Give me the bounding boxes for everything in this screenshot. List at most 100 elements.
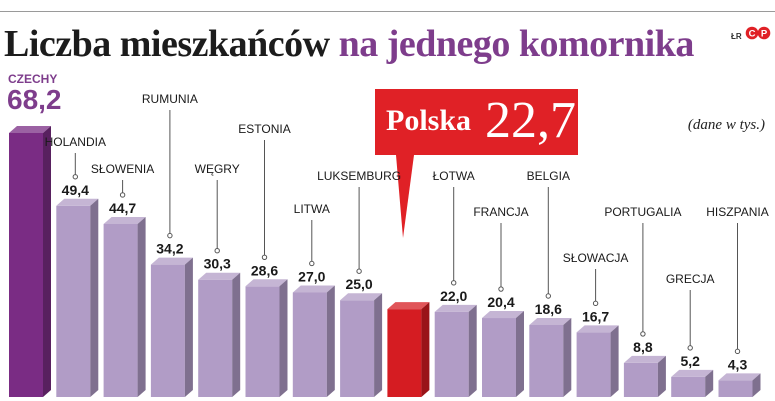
bar-litwa [292,292,327,397]
top-country-value: 68,2 [7,84,62,115]
leader-dot-francja [498,286,504,292]
value-label-grecja: 5,2 [680,353,700,369]
author-credit: ŁR [731,32,742,41]
bar-side-francja [516,311,524,397]
bar-top-belgia [529,318,572,325]
svg-text:C: C [749,29,756,40]
bar-top-holandia [56,198,99,206]
leader-dot-estonia [261,254,268,260]
leader-dot-luksemburg [356,268,362,274]
bar-hiszpania [718,380,753,397]
bar-francja [482,318,516,397]
bar-polska [387,309,422,397]
leader-dot-litwa [309,260,315,267]
bar-top-rumunia [150,257,193,265]
bar-side-wegry [232,272,241,397]
category-label-slowacja: SŁOWACJA [563,251,629,265]
bar-side-holandia [90,198,99,397]
bar-wegry [198,279,233,397]
bar-grecja [671,376,706,397]
value-label-belgia: 18,6 [535,301,562,317]
bar-top-lotwa [434,304,477,312]
category-label-litwa: LITWA [294,202,330,216]
bar-side-portugalia [657,355,666,397]
category-label-luksemburg: LUKSEMBURG [317,169,401,183]
bar-top-czechy [9,126,51,133]
units-note: (dane w tys.) [687,117,765,133]
category-label-rumunia: RUMUNIA [142,92,198,106]
leader-dot-portugalia [640,331,646,337]
category-label-portugalia: PORTUGALIA [604,205,681,219]
leader-dot-slowacja [592,300,599,307]
bar-top-hiszpania [718,373,761,381]
bar-estonia [245,286,280,397]
bar-top-luksemburg [340,293,383,301]
bar-side-hiszpania [752,373,761,397]
bar-top-portugalia [623,355,666,363]
bar-luksemburg [340,300,375,397]
bar-side-rumunia [184,257,193,397]
leader-dot-slowenia [119,192,126,198]
callout-country: Polska [386,104,472,137]
chart-title: Liczba mieszkańców na jednego komornika [4,22,694,66]
bar-side-slowacja [610,325,619,397]
bar-slowacja [576,332,611,397]
bar-side-lotwa [468,304,477,397]
bars-group: 49,4 HOLANDIA 44,7 SŁOWENIA 34,2 RUMUNIA 30,3 W… [9,92,769,397]
leader-dot-rumunia [167,232,173,239]
value-label-slowenia: 44,7 [109,200,136,216]
top-country-label: CZECHY [8,72,58,86]
value-label-slowacja: 16,7 [582,308,609,324]
bar-top-polska [387,302,430,310]
bar-holandia [56,205,91,397]
leader-dot-holandia [72,174,79,180]
value-label-lotwa: 22,0 [440,288,467,304]
bar-lotwa [434,311,469,397]
bar-czechy [9,133,43,397]
bar-slowenia [103,223,138,397]
leader-dot-wegry [214,248,220,254]
bar-top-francja [482,311,524,319]
value-label-wegry: 30,3 [204,256,231,272]
category-label-belgia: BELGIA [527,169,570,183]
category-label-estonia: ESTONIA [238,122,290,136]
title-main: Liczba mieszkańców [4,23,330,65]
bar-side-grecja [705,369,714,397]
value-label-luksemburg: 25,0 [345,276,372,292]
bar-side-estonia [279,279,288,397]
leader-dot-lotwa [451,280,457,286]
bar-belgia [529,325,564,397]
leader-dot-hiszpania [734,348,741,355]
category-label-grecja: GRECJA [666,272,715,286]
value-label-estonia: 28,6 [251,262,278,278]
callout-pointer [396,155,414,238]
bar-portugalia [623,362,658,397]
bar-top-litwa [292,285,335,293]
title-accent: na jednego komornika [338,23,695,65]
bar-side-belgia [563,318,572,397]
bar-side-slowenia [137,216,146,397]
value-label-francja: 20,4 [487,294,514,310]
category-label-slowenia: SŁOWENIA [91,162,154,176]
category-label-wegry: WĘGRY [195,162,240,176]
leader-dot-grecja [687,345,693,351]
value-label-litwa: 27,0 [298,268,325,284]
value-label-holandia: 49,4 [62,182,89,198]
category-label-lotwa: ŁOTWA [433,169,475,183]
category-label-holandia: HOLANDIA [45,135,106,149]
bar-top-wegry [198,272,241,280]
bar-top-slowenia [103,216,146,224]
top-rule [0,11,775,12]
bar-rumunia [150,264,185,397]
svg-text:P: P [761,29,768,40]
bar-side-czechy [43,126,51,397]
callout-value: 22,7 [485,92,576,149]
bar-side-luksemburg [374,293,383,397]
bar-top-estonia [245,279,288,287]
bar-side-litwa [326,285,335,397]
publisher-logo: C P [745,26,771,40]
highlight-callout: Polska 22,7 [375,89,578,155]
value-label-rumunia: 34,2 [156,241,183,257]
leader-dot-belgia [545,293,551,299]
